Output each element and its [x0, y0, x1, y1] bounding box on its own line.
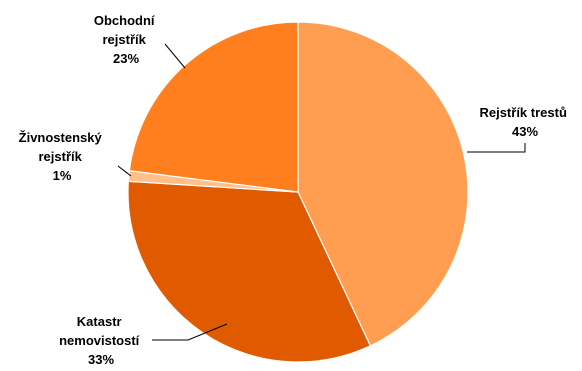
slice-value-obchodni: 23% [113, 51, 139, 66]
slice-name-obchodni-line2: rejstřík [103, 32, 147, 47]
slice-name-zivnostensky-line2: rejstřík [39, 149, 83, 164]
slice-value-zivnostensky: 1% [53, 168, 72, 183]
slice-label-obchodni: Obchodní rejstřík 23% [94, 13, 158, 66]
pie-slice-rejstrik-trestu [297, 21, 469, 347]
slice-label-zivnostensky: Živnostenský rejstřík 1% [19, 130, 106, 183]
slice-name-katastr-line2: nemovistostí [59, 333, 140, 348]
leader-line-obchodni [164, 43, 186, 69]
pie-slice-obchodni [128, 21, 299, 193]
leader-line-zivnostensky [117, 165, 132, 177]
leader-lines [117, 43, 526, 341]
slice-value-rejstrik-trestu: 43% [512, 124, 538, 139]
slice-label-rejstrik-trestu: Rejstřík trestů 43% [479, 105, 570, 139]
slice-label-katastr: Katastr nemovistostí 33% [59, 314, 143, 367]
slice-name-katastr-line1: Katastr [77, 314, 122, 329]
leader-line-rejstrik-trestu [467, 143, 526, 153]
slice-value-katastr: 33% [88, 352, 114, 367]
pie-slice-katastr [127, 180, 372, 363]
leader-line-katastr [152, 323, 228, 341]
slice-labels: Rejstřík trestů 43% Katastr nemovistostí… [19, 13, 570, 367]
slice-name-rejstrik-trestu: Rejstřík trestů [479, 105, 566, 120]
pie-slices [127, 21, 469, 363]
slice-name-zivnostensky-line1: Živnostenský [19, 130, 103, 145]
slice-name-obchodni-line1: Obchodní [94, 13, 155, 28]
